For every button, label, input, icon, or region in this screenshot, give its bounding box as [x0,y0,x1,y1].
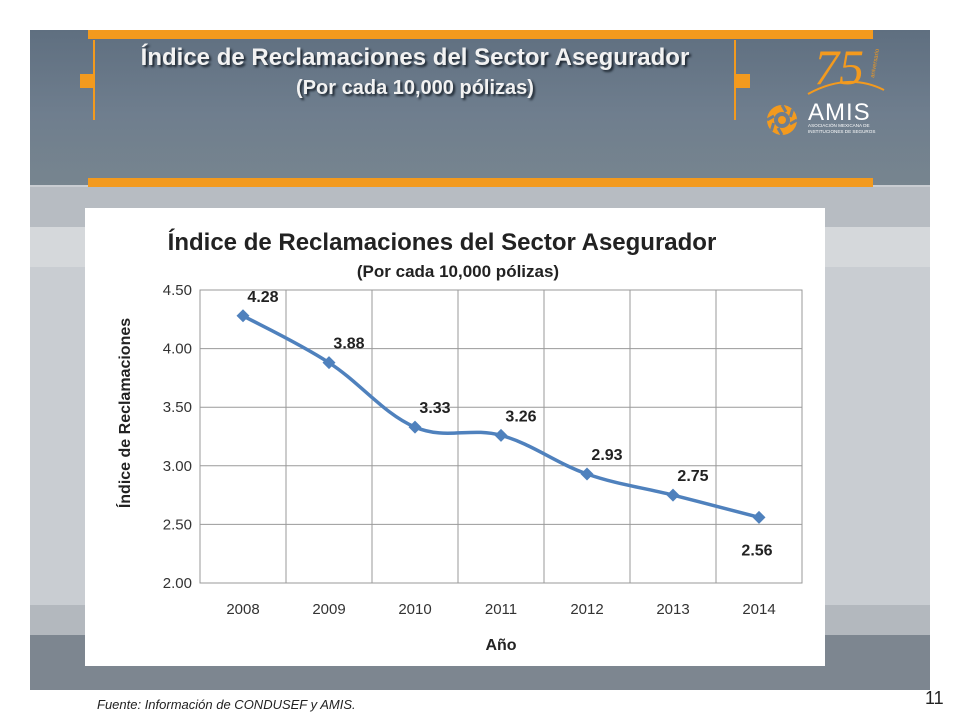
y-tick-label: 3.50 [163,399,192,416]
plot-area-border [199,289,803,584]
data-label: 4.28 [247,289,278,306]
data-label: 3.33 [419,400,450,417]
slide-title: Índice de Reclamaciones del Sector Asegu… [140,44,690,71]
title-bracket-left-marker [80,74,94,88]
logo-emblem-icon [766,104,798,136]
amis-logo: 75 aniversario AMIS ASOCIACIÓN MEXICANA … [766,39,885,136]
logo-anniversary-word: aniversario [870,48,881,79]
y-tick-label: 2.00 [163,575,192,592]
title-bracket-right-marker [736,74,750,88]
data-label: 2.56 [741,542,772,559]
y-tick-label: 2.50 [163,516,192,533]
page-number: 11 [925,688,944,708]
logo-org-line1: ASOCIACIÓN MEXICANA DE [808,122,870,128]
data-point-marker [580,467,594,481]
x-tick-label: 2014 [742,601,775,618]
data-label: 2.75 [677,468,708,485]
logo-org-line2: INSTITUCIONES DE SEGUROS [808,129,875,134]
title-bracket-left [93,40,95,120]
chart-panel: Índice de Reclamaciones del Sector Asegu… [85,208,825,666]
header-accent-stripe-bottom [88,178,873,187]
data-point-marker [752,510,766,524]
series-line [242,314,760,520]
line-chart: Índice de Reclamaciones del Sector Asegu… [115,228,803,654]
x-tick-label: 2008 [226,601,259,618]
chart-title: Índice de Reclamaciones del Sector Asegu… [168,228,717,256]
x-tick-label: 2011 [485,601,517,618]
data-point-marker [408,420,422,434]
data-label: 2.93 [591,447,622,464]
logo-swoosh [807,81,885,95]
source-note: Fuente: Información de CONDUSEF y AMIS. [97,697,356,712]
y-tick-label: 3.00 [163,458,192,475]
data-point-marker [494,428,508,442]
y-tick-label: 4.00 [163,341,192,358]
x-tick-label: 2012 [570,601,603,618]
x-tick-label: 2013 [656,601,689,618]
x-axis-label: Año [485,637,516,654]
logo-anniversary-number: 75 [814,39,864,95]
x-tick-label: 2009 [312,601,345,618]
slide-subtitle: (Por cada 10,000 pólizas) [296,77,534,99]
title-bracket-right [734,40,736,120]
logo-brand: AMIS [808,99,871,126]
chart-subtitle: (Por cada 10,000 pólizas) [357,262,559,281]
data-point-marker [322,356,336,370]
y-axis-label: Índice de Reclamaciones [115,318,134,508]
data-label: 3.88 [333,336,364,353]
data-point-marker [666,488,680,502]
y-tick-label: 4.50 [163,282,192,299]
data-point-marker [236,309,250,323]
header-accent-stripe-top [88,30,873,39]
x-tick-label: 2010 [398,601,431,618]
data-label: 3.26 [505,408,536,425]
